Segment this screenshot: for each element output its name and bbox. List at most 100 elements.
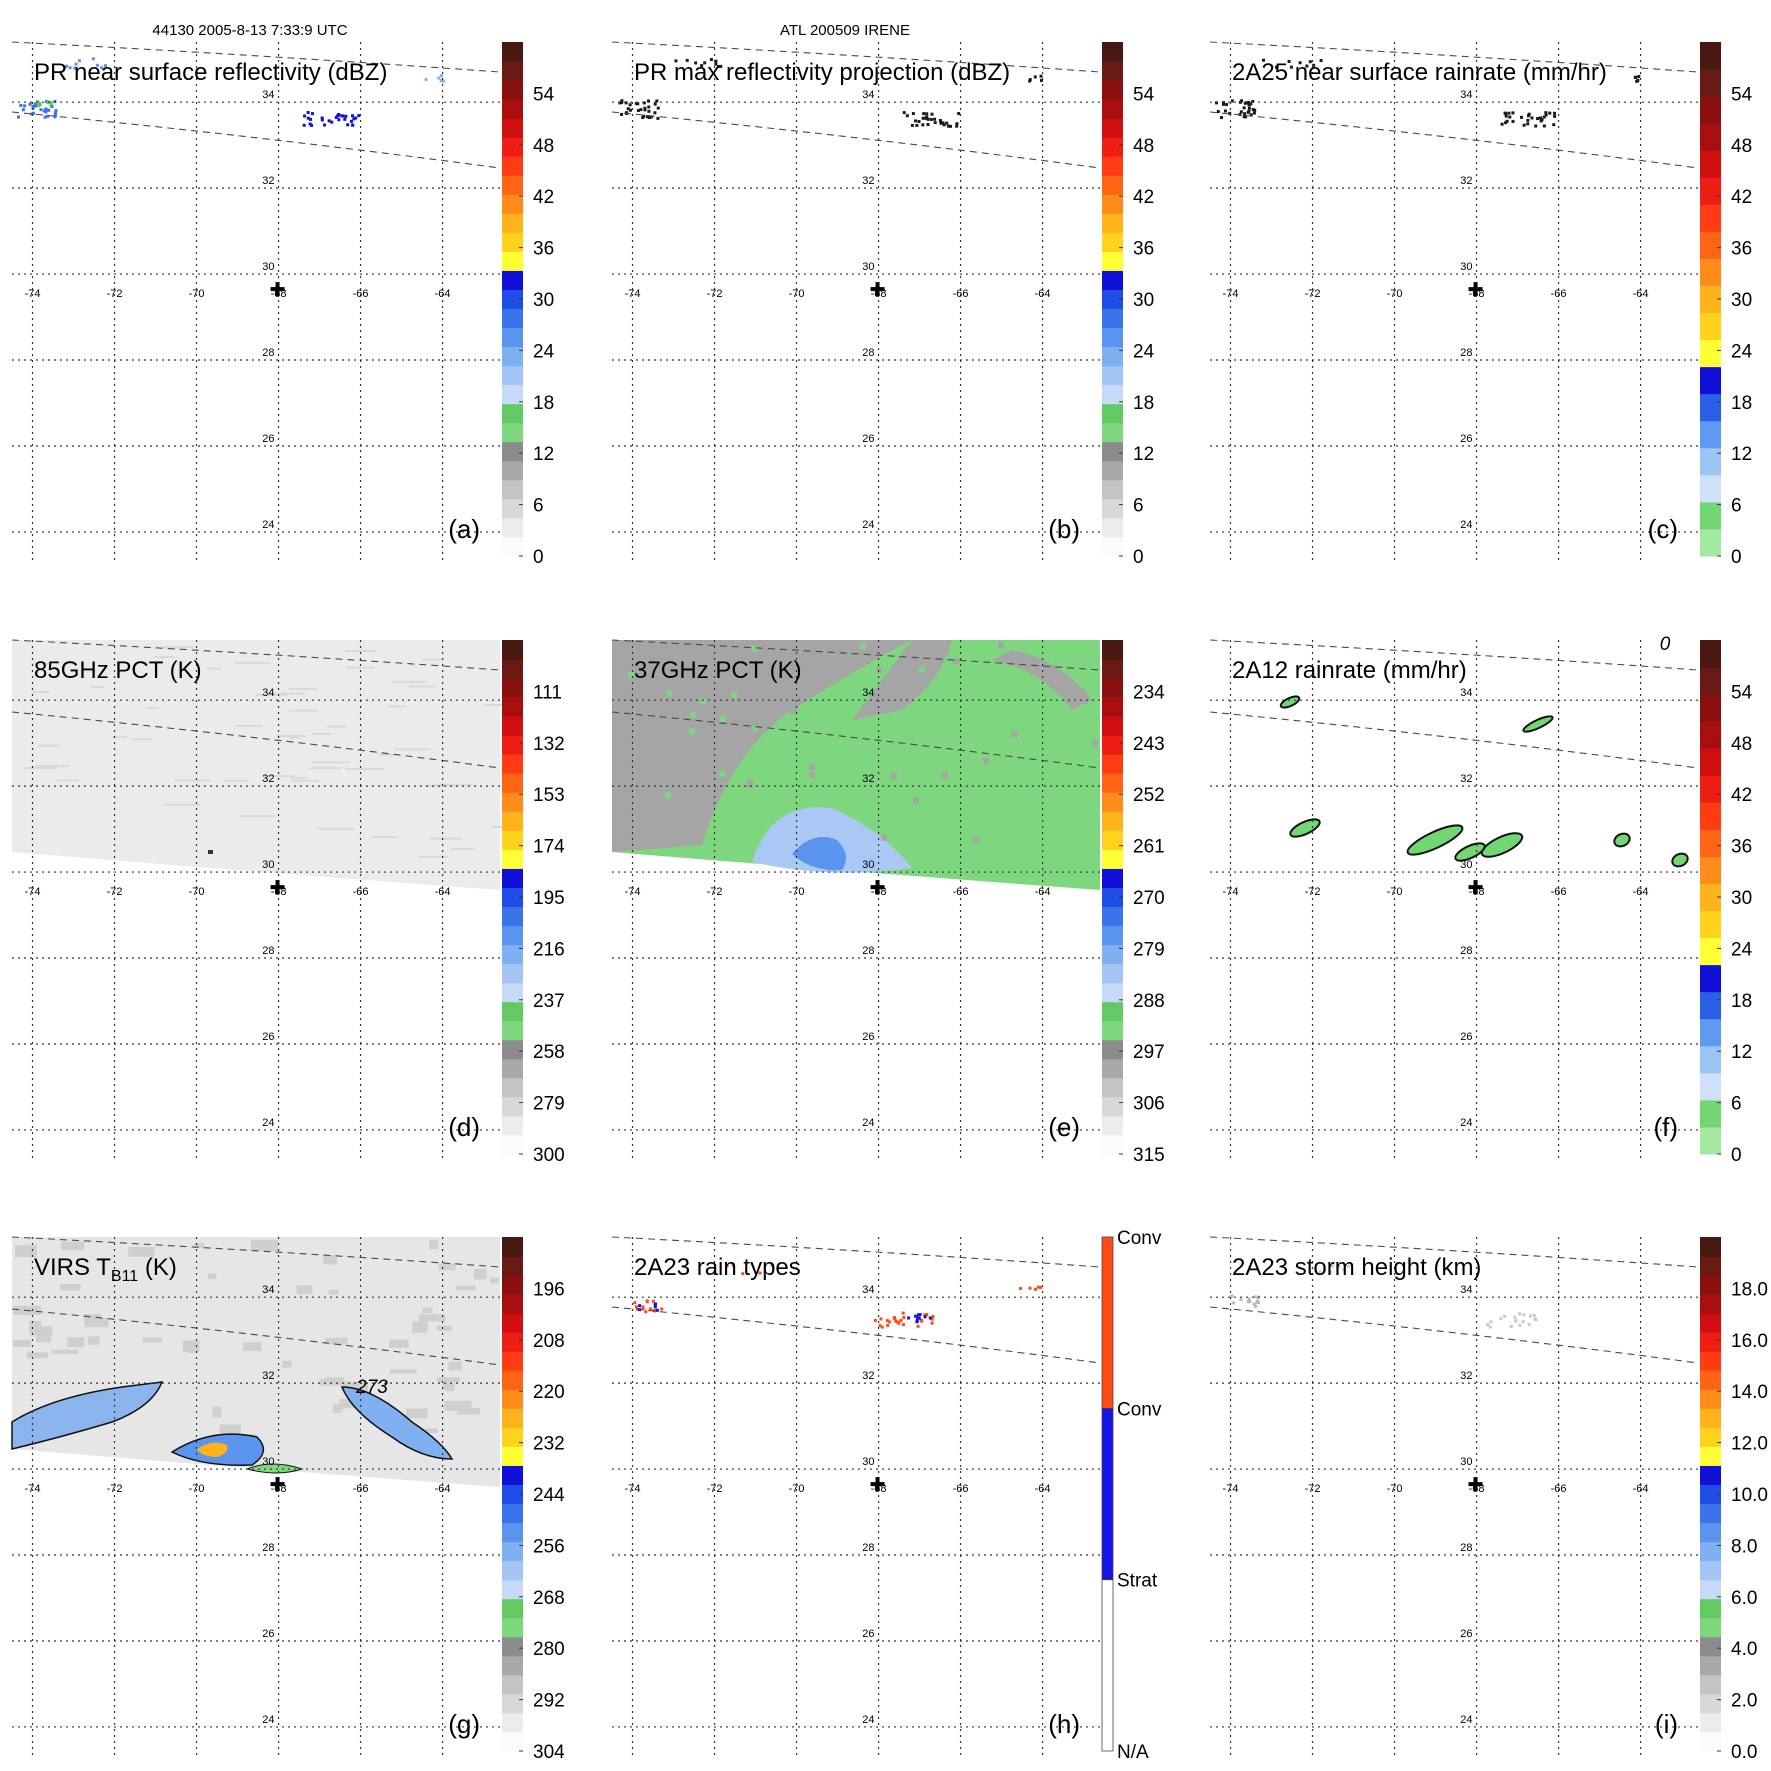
lat-tick-label: 30 xyxy=(262,1456,274,1468)
colorbar-swatch xyxy=(502,137,523,157)
colorbar-swatch xyxy=(1102,99,1123,119)
height-pixel xyxy=(1532,1313,1536,1317)
pct37-pixel xyxy=(720,697,727,704)
pct85-streak xyxy=(288,736,300,739)
height-pixel xyxy=(1257,1301,1261,1305)
pr-echo-west xyxy=(44,110,48,114)
colorbar-swatch xyxy=(502,1465,523,1485)
lon-tick-label: -66 xyxy=(953,288,969,300)
colorbar-swatch xyxy=(502,479,523,500)
pct37-pixel xyxy=(802,681,809,688)
colorbar-swatch xyxy=(502,99,523,119)
pct85-streak xyxy=(326,725,347,728)
colorbar-swatch xyxy=(502,982,523,1003)
colorbar-swatch xyxy=(1700,1617,1721,1638)
colorbar-swatch xyxy=(1700,1389,1721,1409)
colorbar-swatch xyxy=(502,754,523,774)
colorbar-tick-label: 216 xyxy=(533,939,565,960)
colorbar-swatch xyxy=(502,232,523,252)
colorbar-swatch xyxy=(502,42,523,62)
lon-tick-label: -74 xyxy=(625,1483,641,1495)
lat-tick-label: 28 xyxy=(262,1542,274,1554)
colorbar-swatch xyxy=(1102,536,1123,557)
height-pixel xyxy=(1329,1270,1333,1274)
conv-pixel xyxy=(634,1305,638,1309)
pr-max-echo-west xyxy=(653,102,657,106)
colorbar: 304 292 280 268 256 244 232 220 208 196 xyxy=(502,1237,565,1763)
rain-echo-north xyxy=(1261,58,1265,62)
orbit-time-header: 44130 2005-8-13 7:33:9 UTC xyxy=(152,22,347,39)
colorbar-swatch xyxy=(502,194,523,214)
colorbar-swatch xyxy=(1700,856,1721,884)
conv-pixel xyxy=(1019,1287,1023,1291)
pct37-pixel xyxy=(1011,731,1018,738)
pr-max-echo-west xyxy=(649,115,653,119)
pct37-pixel xyxy=(1012,650,1019,657)
virs-cloud xyxy=(142,1337,162,1343)
colorbar-swatch xyxy=(502,1674,523,1695)
virs-cloud xyxy=(490,1277,499,1284)
pr-echo-north xyxy=(95,63,99,67)
pct37-pixel xyxy=(747,779,754,786)
colorbar-swatch xyxy=(502,811,523,831)
colorbar-swatch xyxy=(1102,1115,1123,1136)
pr-swath-edge-south xyxy=(611,111,1101,169)
lat-tick-label: 28 xyxy=(1460,347,1472,359)
pr-max-echo-east xyxy=(926,117,930,121)
rain-echo-north xyxy=(1308,60,1312,64)
colorbar: 0 6 12 18 24 30 36 42 48 54 xyxy=(1700,42,1753,568)
pct85-streak xyxy=(278,692,305,695)
pr-max-echo-east xyxy=(955,124,959,128)
lat-tick-label: 34 xyxy=(862,89,874,101)
lat-tick-label: 32 xyxy=(862,1370,874,1382)
colorbar-swatch xyxy=(502,175,523,195)
colorbar-swatch xyxy=(502,1351,523,1371)
rain-echo-east xyxy=(1507,111,1511,115)
colorbar-swatch xyxy=(1102,1020,1123,1041)
colorbar-tick-label: 54 xyxy=(1133,84,1155,105)
pr-max-echo-east xyxy=(921,123,925,127)
pr-echo-east xyxy=(302,123,306,127)
height-pixel xyxy=(1533,1317,1537,1321)
colorbar-swatch xyxy=(502,365,523,386)
colorbar-swatch xyxy=(1102,811,1123,831)
lon-tick-label: -72 xyxy=(1305,1483,1321,1495)
lat-tick-label: 26 xyxy=(262,1628,274,1640)
pct85-streak xyxy=(30,662,50,665)
panel-letter: (g) xyxy=(448,1709,480,1739)
pr-echo-ne xyxy=(424,78,428,82)
pr-echo-east xyxy=(346,123,350,127)
pr-echo-north xyxy=(104,64,108,68)
colorbar-tick-label: 42 xyxy=(533,187,554,208)
colorbar-tick-label: 6 xyxy=(1133,496,1144,517)
pr-echo-east xyxy=(330,120,334,124)
rain-echo-east xyxy=(1508,115,1512,119)
colorbar-swatch xyxy=(1102,1096,1123,1117)
lat-tick-label: 24 xyxy=(1460,519,1472,531)
colorbar-swatch xyxy=(502,1503,523,1524)
colorbar-swatch xyxy=(502,1096,523,1117)
colorbar-swatch xyxy=(1700,1712,1721,1733)
colorbar-swatch xyxy=(502,1389,523,1409)
panel-title: 2A23 rain types xyxy=(634,1254,801,1281)
conv-pixel xyxy=(1039,1285,1043,1289)
colorbar-swatch xyxy=(1700,640,1721,668)
pct37-pixel xyxy=(1091,740,1098,747)
colorbar-swatch xyxy=(1700,1072,1721,1101)
pct37-pixel xyxy=(987,797,994,804)
colorbar-swatch xyxy=(1700,1541,1721,1562)
colorbar-tick-label: 54 xyxy=(533,84,555,105)
pct85-streak xyxy=(345,767,384,770)
lat-tick-label: 30 xyxy=(862,859,874,871)
lon-tick-label: -74 xyxy=(625,886,641,898)
colorbar-swatch xyxy=(502,441,523,462)
pr-max-echo-east xyxy=(945,121,949,125)
pr-max-echo-east xyxy=(902,111,906,115)
conv-pixel xyxy=(770,1263,774,1267)
colorbar-tick-label: 306 xyxy=(1133,1094,1165,1115)
colorbar-swatch xyxy=(502,1020,523,1041)
rain-echo-east xyxy=(1542,124,1546,128)
colorbar-tick-label: 0 xyxy=(1133,547,1144,568)
